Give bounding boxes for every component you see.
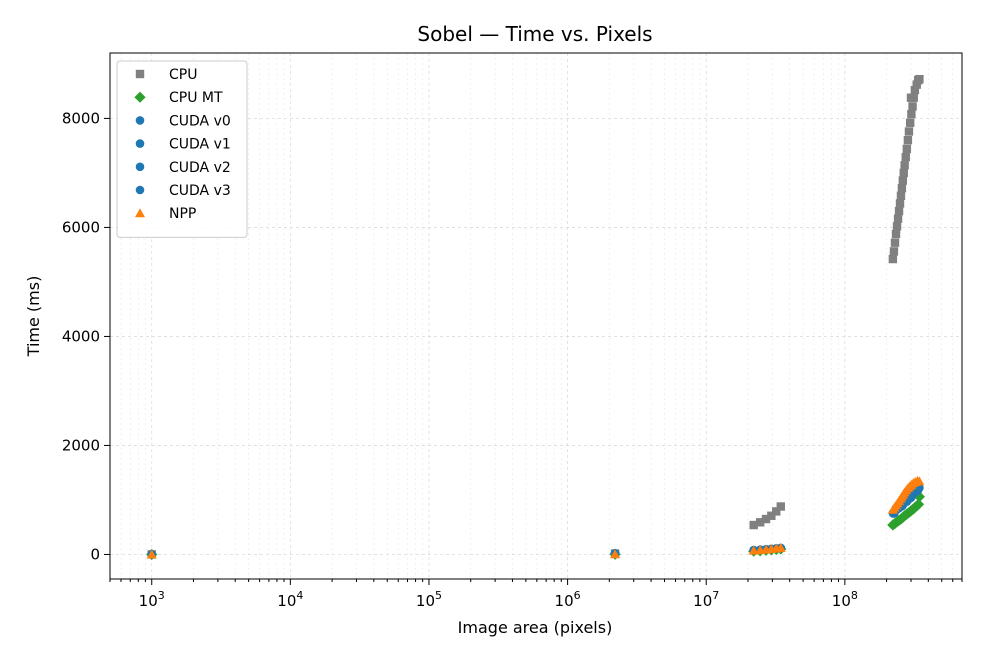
legend-label: CUDA v0 bbox=[169, 113, 231, 129]
data-point bbox=[897, 183, 907, 193]
data-point bbox=[912, 498, 925, 510]
legend-label: CPU MT bbox=[169, 90, 223, 106]
data-point bbox=[146, 549, 157, 559]
chart-title: Sobel — Time vs. Pixels bbox=[417, 22, 652, 46]
data-point bbox=[913, 491, 926, 503]
grid-lines bbox=[109, 53, 963, 579]
legend-label: CUDA v3 bbox=[169, 183, 231, 199]
y-tick-label: 8000 bbox=[62, 109, 100, 127]
series-cuda-v1 bbox=[147, 484, 923, 559]
y-tick-label: 2000 bbox=[62, 436, 100, 454]
data-point bbox=[890, 238, 900, 247]
legend-marker bbox=[134, 91, 146, 103]
y-tick-label: 6000 bbox=[62, 218, 100, 236]
data-point bbox=[909, 93, 918, 102]
legend-label: NPP bbox=[169, 206, 196, 222]
series-npp bbox=[146, 475, 925, 559]
legend-label: CUDA v2 bbox=[169, 160, 231, 176]
legend-label: CUDA v1 bbox=[169, 137, 231, 153]
data-point bbox=[914, 476, 925, 486]
data-point bbox=[894, 206, 904, 216]
data-point bbox=[902, 144, 912, 154]
legend-marker bbox=[135, 162, 145, 172]
data-point bbox=[749, 520, 758, 530]
legend-box bbox=[116, 60, 248, 238]
data-point bbox=[889, 247, 899, 256]
data-point bbox=[912, 80, 921, 89]
legend-marker bbox=[135, 116, 145, 125]
x-tick-label: 104 bbox=[277, 589, 303, 610]
data-point bbox=[915, 74, 924, 84]
y-tick-label: 4000 bbox=[62, 327, 100, 345]
data-point bbox=[905, 118, 915, 127]
legend-marker bbox=[135, 208, 145, 218]
series-cuda-v0 bbox=[147, 483, 924, 559]
data-point bbox=[907, 109, 916, 119]
x-tick-label: 107 bbox=[693, 589, 719, 610]
x-axis-label: Image area (pixels) bbox=[458, 618, 613, 637]
data-point bbox=[891, 229, 901, 239]
legend-marker bbox=[135, 185, 145, 195]
x-tick-label: 105 bbox=[416, 589, 442, 610]
series-cpu-mt bbox=[146, 491, 926, 561]
data-point bbox=[755, 518, 765, 527]
data-point bbox=[908, 102, 917, 111]
legend-marker bbox=[135, 69, 145, 79]
series-cpu bbox=[147, 74, 924, 559]
series-cuda-v3 bbox=[147, 486, 923, 559]
data-point bbox=[893, 214, 903, 223]
data-point bbox=[901, 152, 910, 162]
data-point bbox=[898, 176, 908, 185]
data-point bbox=[892, 222, 902, 231]
x-tick-label: 103 bbox=[139, 589, 165, 610]
x-tick-label: 106 bbox=[555, 589, 581, 610]
legend: CPU CPU MT CUDA v0 CUDA v1 CUDA v2 CUDA v3 NPP bbox=[116, 60, 248, 238]
data-point bbox=[888, 254, 898, 264]
data-point bbox=[910, 85, 920, 95]
series-layer bbox=[146, 74, 926, 561]
data-point bbox=[610, 549, 621, 559]
data-point bbox=[761, 514, 771, 524]
data-point bbox=[775, 542, 786, 552]
legend-marker bbox=[135, 139, 145, 148]
data-point bbox=[772, 507, 781, 516]
data-point bbox=[903, 136, 913, 145]
y-axis: 0 2000 4000 6000 8000 bbox=[62, 109, 110, 563]
y-tick-label: 0 bbox=[90, 545, 100, 563]
x-axis: 103 104 105 106 107 108 bbox=[109, 579, 963, 610]
data-point bbox=[776, 502, 785, 511]
y-axis-label: Time (ms) bbox=[24, 276, 43, 358]
x-tick-label: 108 bbox=[832, 589, 858, 610]
data-point bbox=[899, 168, 908, 178]
data-point bbox=[767, 511, 776, 520]
data-point bbox=[896, 191, 906, 201]
data-point bbox=[904, 127, 914, 136]
series-cuda-v2 bbox=[147, 486, 922, 559]
data-point bbox=[895, 199, 905, 208]
data-point bbox=[900, 161, 909, 170]
plot-frame bbox=[109, 52, 963, 580]
legend-label: CPU bbox=[169, 67, 197, 83]
